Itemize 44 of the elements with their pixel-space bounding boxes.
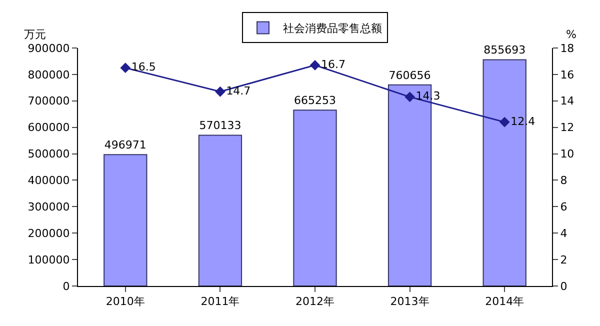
y-tick-label: 200000 [28, 226, 70, 240]
y2-tick-label: 4 [560, 226, 568, 240]
point [310, 60, 320, 70]
legend-label: 社会消费品零售总额 [283, 22, 382, 36]
data-label: 760656 [388, 68, 431, 82]
point [120, 62, 131, 74]
y2-tick-label: 8 [560, 174, 568, 188]
data-label: 665253 [294, 94, 336, 108]
y-tick-label: 600000 [28, 121, 70, 134]
y2-axis-title: % [566, 28, 576, 41]
y-tick-label: 500000 [28, 148, 70, 161]
data-label: 14.7 [226, 84, 251, 98]
bar [198, 134, 242, 286]
point [215, 86, 226, 97]
y2-tick-label: 18 [560, 42, 574, 55]
data-label: 855693 [484, 44, 526, 57]
y-tick-label: 100000 [28, 253, 70, 266]
y2-tick-label: 2 [560, 253, 568, 266]
y2-tick-label: 12 [560, 121, 574, 134]
bar [293, 110, 337, 286]
x-tick-label: 2014年 [485, 295, 524, 308]
x-tick-label: 2012年 [296, 295, 334, 308]
y2-tick-label: 10 [560, 148, 574, 161]
data-label: 16.5 [131, 60, 156, 74]
y-axis-title: 万元 [24, 28, 46, 41]
y2-tick-label: 6 [560, 200, 568, 214]
y-tick-label: 700000 [28, 94, 70, 108]
y-tick-label: 800000 [28, 68, 70, 82]
y-tick-label: 900000 [28, 42, 70, 55]
y2-tick-label: 16 [560, 68, 574, 82]
y-tick-label: 0 [62, 280, 70, 293]
y-tick-label: 300000 [28, 200, 70, 214]
data-label: 570133 [199, 119, 242, 132]
x-tick-label: 2011年 [200, 295, 240, 308]
x-tick-label: 2013年 [390, 295, 430, 308]
y-tick-label: 400000 [28, 174, 70, 188]
point [499, 116, 510, 128]
x-tick-label: 2010年 [106, 295, 145, 308]
y2-tick-label: 14 [560, 94, 574, 108]
data-label: 496971 [104, 138, 146, 152]
point [404, 92, 415, 102]
data-label: 16.7 [321, 58, 346, 71]
y2-tick-label: 0 [560, 280, 568, 293]
bar [104, 154, 148, 286]
